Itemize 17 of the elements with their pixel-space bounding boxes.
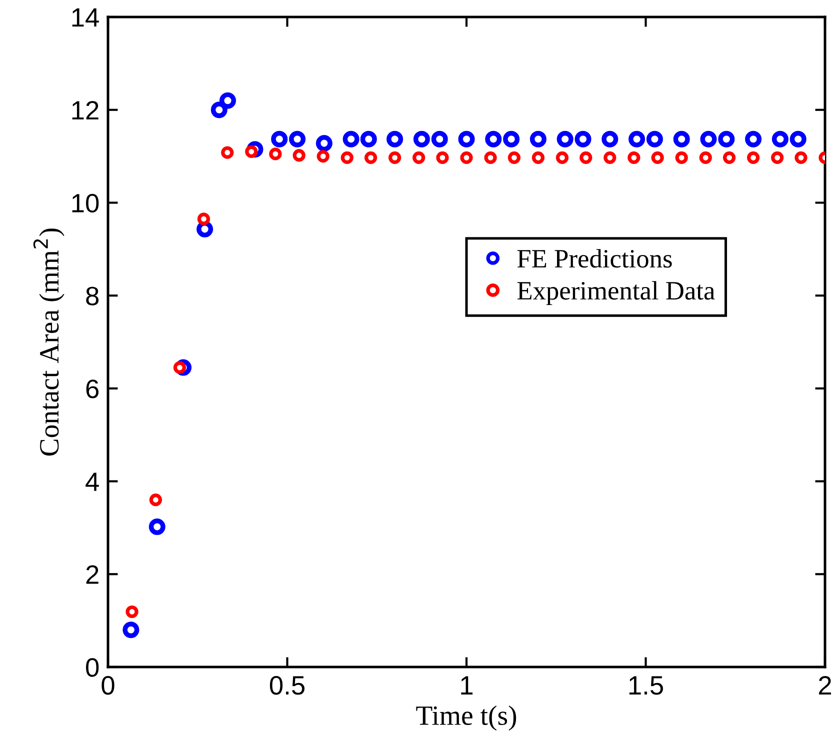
- x-tick-label: 1.5: [629, 676, 663, 695]
- x-tick-label: 1: [461, 676, 473, 694]
- y-tick-label: 10: [72, 194, 99, 213]
- x-axis-title: Time t(s): [416, 705, 516, 731]
- y-tick-label: 6: [86, 380, 99, 398]
- x-tick-label: 0: [102, 676, 114, 695]
- x-tick-label: 0.5: [270, 676, 304, 695]
- y-tick-label: 4: [86, 472, 99, 491]
- y-tick-label: 2: [86, 565, 98, 584]
- y-axis-title: Contact Area (mm$^{2}$): [33, 228, 64, 456]
- y-tick-label: 8: [86, 286, 99, 306]
- legend-label: FE Predictions: [517, 249, 672, 268]
- y-tick-label: 12: [72, 100, 98, 120]
- x-tick-label: 2: [818, 676, 832, 694]
- y-tick-label: 0: [86, 658, 99, 677]
- legend-label: Experimental Data: [517, 281, 715, 306]
- y-tick-label: 14: [72, 8, 99, 27]
